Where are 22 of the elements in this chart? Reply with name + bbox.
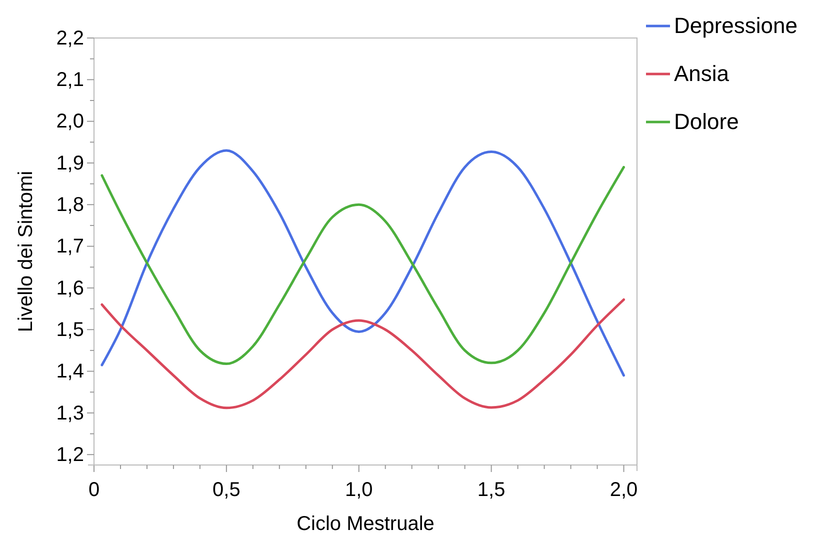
x-axis-title: Ciclo Mestruale <box>296 513 434 533</box>
y-tick-label: 1,7 <box>56 236 84 258</box>
legend-label: Depressione <box>674 13 798 38</box>
y-tick-label: 2,0 <box>56 110 84 133</box>
line-series <box>100 298 626 410</box>
x-tick-label: 1,5 <box>477 479 506 501</box>
y-tick-label: 1,4 <box>56 360 84 383</box>
y-tick-label: 2,2 <box>56 27 84 50</box>
x-tick-label: 1,0 <box>344 479 373 501</box>
y-tick-label: 1,8 <box>56 194 84 216</box>
legend-label: Ansia <box>674 61 730 86</box>
y-tick-label: 1,6 <box>56 277 84 300</box>
y-tick-label: 1,5 <box>56 319 84 342</box>
y-tick-label: 1,2 <box>56 444 84 466</box>
x-tick-label: 0,5 <box>212 479 240 501</box>
y-tick-label: 1,3 <box>56 402 84 424</box>
x-tick-label: 2,0 <box>610 479 638 501</box>
x-tick-label: 0 <box>88 479 100 501</box>
y-tick-label: 2,1 <box>56 69 84 92</box>
legend-label: Dolore <box>674 109 739 134</box>
y-axis-title: Livello dei Sintomi <box>15 170 37 332</box>
y-tick-label: 1,9 <box>56 152 84 174</box>
